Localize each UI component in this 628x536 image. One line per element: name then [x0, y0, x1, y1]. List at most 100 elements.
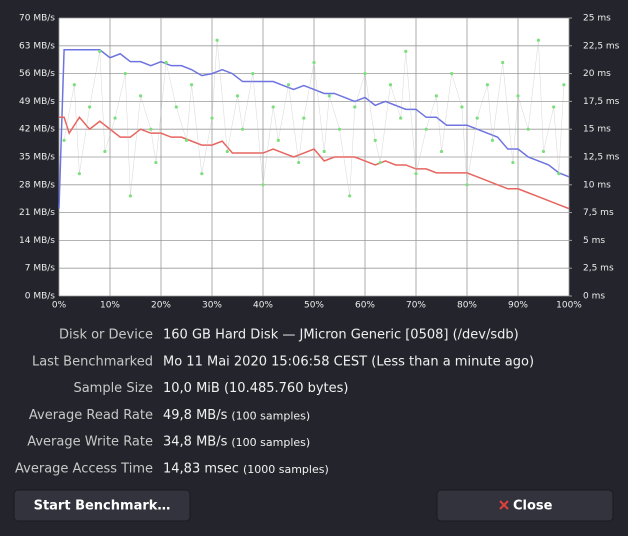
- info-label: Average Write Rate: [27, 435, 153, 450]
- access-point: [190, 83, 194, 87]
- access-point: [439, 149, 444, 154]
- access-point: [552, 105, 556, 109]
- x-tick-label: 10%: [100, 301, 120, 311]
- access-point: [404, 49, 408, 53]
- info-value: 14,83 msec: [163, 462, 239, 477]
- start-button[interactable]: [13, 489, 191, 522]
- access-point: [149, 127, 153, 131]
- access-point: [113, 116, 117, 120]
- y-tick-label: 7 MB/s: [25, 264, 56, 274]
- access-point: [225, 149, 229, 154]
- y-tick-label: 35 MB/s: [19, 153, 55, 163]
- info-value: 49,8 MB/s: [163, 408, 228, 423]
- y2-tick-label: 10 ms: [583, 180, 611, 190]
- access-point: [286, 83, 291, 87]
- access-point: [276, 138, 280, 142]
- x-tick-label: 50%: [304, 301, 324, 311]
- access-point: [388, 83, 393, 87]
- chart: 0 MB/s 7 MB/s 14 MB/s 21 MB/s 28 MB/s 35 MB/s…: [19, 14, 620, 311]
- access-point: [297, 160, 301, 165]
- y2-tick-label: 12,5 ms: [583, 153, 620, 163]
- start-button-label[interactable]: Start Benchmark…: [34, 499, 171, 514]
- close-icon: [499, 500, 509, 510]
- access-point: [235, 94, 240, 98]
- access-point: [77, 172, 81, 176]
- access-point: [62, 138, 66, 142]
- access-point: [302, 116, 306, 120]
- access-point: [241, 127, 245, 131]
- access-point: [174, 105, 178, 109]
- info-label: Average Read Rate: [29, 408, 153, 423]
- access-point: [261, 183, 265, 187]
- access-point: [526, 127, 530, 131]
- info-value: Mo 11 Mai 2020 15:06:58 CEST (Less than …: [163, 354, 534, 369]
- seek-path: [63, 40, 565, 196]
- access-point: [128, 194, 132, 198]
- access-point: [154, 160, 158, 165]
- y-tick-label: 21 MB/s: [19, 208, 55, 218]
- info-note: (100 samples): [231, 436, 310, 449]
- access-point: [215, 38, 219, 42]
- access-point: [414, 172, 418, 176]
- access-point: [485, 83, 489, 87]
- y-tick-label: 63 MB/s: [19, 41, 55, 51]
- y2-tick-label: 0 ms: [583, 292, 605, 302]
- x-tick-label: 100%: [556, 301, 582, 311]
- access-point: [424, 127, 428, 131]
- x-tick-label: 90%: [508, 301, 528, 311]
- y2-tick-label: 20 ms: [583, 69, 611, 79]
- access-point: [353, 105, 357, 109]
- y-tick-label: 14 MB/s: [19, 236, 55, 246]
- y2-tick-label: 5 ms: [583, 236, 605, 246]
- access-point: [348, 194, 352, 198]
- y-tick-label: 28 MB/s: [19, 180, 55, 190]
- x-tick-label: 80%: [457, 301, 477, 311]
- access-point: [164, 60, 168, 65]
- access-point: [363, 72, 367, 76]
- info-label: Last Benchmarked: [32, 354, 153, 369]
- info-value: 34,8 MB/s: [163, 435, 228, 450]
- access-point: [490, 138, 495, 142]
- y2-tick-label: 15 ms: [583, 125, 611, 135]
- y2-tick-label: 17,5 ms: [583, 97, 620, 107]
- y-tick-label: 42 MB/s: [19, 125, 55, 135]
- access-point: [200, 172, 204, 176]
- info-label: Sample Size: [73, 381, 153, 396]
- rate-line: [58, 49, 570, 209]
- x-tick-label: 60%: [355, 301, 375, 311]
- info-label: Disk or Device: [59, 328, 153, 343]
- access-point: [88, 105, 92, 109]
- access-point: [327, 94, 331, 98]
- access-point: [378, 160, 382, 165]
- access-point: [139, 94, 143, 98]
- info-note: (1000 samples): [243, 463, 329, 476]
- access-point: [557, 172, 561, 176]
- y2-tick-label: 22,5 ms: [583, 41, 620, 51]
- x-tick-label: 20%: [151, 301, 171, 311]
- access-point: [465, 183, 469, 187]
- info-value: 160 GB Hard Disk — JMicron Generic [0508…: [163, 328, 519, 343]
- access-point: [123, 72, 127, 76]
- access-point: [103, 149, 107, 154]
- x-tick-label: 0%: [52, 301, 67, 311]
- x-tick-label: 40%: [253, 301, 273, 311]
- y2-tick-label: 2,5 ms: [583, 264, 614, 274]
- x-tick-label: 70%: [406, 301, 426, 311]
- access-point: [460, 105, 464, 109]
- close-button[interactable]: [436, 489, 614, 522]
- y-tick-label: 56 MB/s: [19, 69, 55, 79]
- access-point: [536, 38, 541, 42]
- access-point: [562, 83, 566, 87]
- access-point: [399, 116, 403, 120]
- access-point: [184, 138, 189, 142]
- access-point: [501, 60, 505, 65]
- y-tick-label: 0 MB/s: [25, 292, 56, 302]
- y2-tick-label: 25 ms: [583, 14, 611, 24]
- access-point: [251, 72, 255, 76]
- access-point: [271, 105, 275, 109]
- y-tick-label: 70 MB/s: [19, 14, 55, 24]
- info-label: Average Access Time: [15, 462, 153, 477]
- info-value: 10,0 MiB (10.485.760 bytes): [163, 381, 348, 396]
- access-point: [337, 127, 342, 131]
- close-button-label[interactable]: Close: [513, 499, 553, 514]
